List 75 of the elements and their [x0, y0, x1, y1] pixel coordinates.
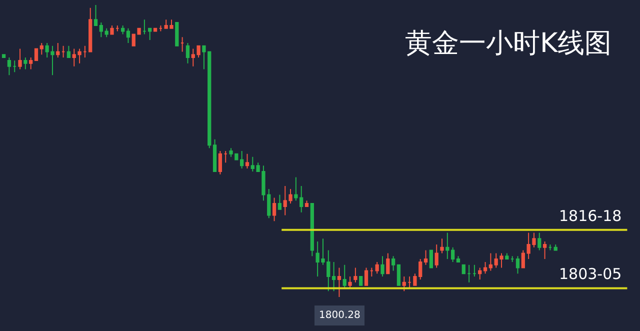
- candlestick: [332, 261, 336, 292]
- candlestick: [450, 246, 455, 262]
- candlestick: [116, 24, 120, 32]
- candlestick: [304, 200, 309, 207]
- candlestick: [126, 28, 130, 44]
- candlestick: [554, 244, 558, 251]
- candlestick: [542, 241, 547, 260]
- candlestick: [354, 267, 358, 283]
- text: 1816-18: [559, 207, 622, 225]
- candlestick: [240, 150, 244, 170]
- candlestick: [158, 24, 162, 32]
- candlestick: [364, 267, 368, 286]
- candlestick: [462, 264, 466, 274]
- candlestick: [440, 238, 444, 254]
- candlestick: [337, 267, 342, 298]
- candlestick: [175, 22, 179, 46]
- candlestick: [370, 267, 374, 278]
- candlestick: [104, 28, 108, 38]
- candlestick: [56, 42, 60, 58]
- candlestick: [429, 250, 433, 268]
- candlestick: [88, 7, 92, 52]
- candlestick: [99, 22, 103, 38]
- candlestick: [516, 256, 520, 274]
- candlestick: [66, 45, 71, 58]
- candlestick: [110, 24, 114, 35]
- candlestick: [224, 150, 228, 164]
- candlestick: [310, 203, 314, 257]
- candlestick: [34, 48, 38, 61]
- candlestick: [180, 36, 184, 52]
- candlestick: [218, 150, 222, 175]
- candlestick: [245, 153, 250, 170]
- candlestick: [40, 42, 44, 56]
- candlestick: [212, 138, 217, 172]
- candlestick: [380, 256, 384, 278]
- candlestick: [359, 276, 363, 286]
- candlestick: [120, 24, 125, 35]
- candlestick: [148, 28, 152, 41]
- candlestick: [186, 42, 190, 64]
- candlestick: [424, 250, 428, 266]
- candlestick: [29, 57, 33, 70]
- candlestick: [472, 264, 476, 278]
- candlestick: [446, 232, 450, 260]
- annotation: 1800.28: [319, 310, 360, 321]
- candlestick: [510, 256, 514, 262]
- candlestick: [538, 232, 542, 251]
- candlestick: [348, 276, 352, 289]
- text: 1803-05: [559, 265, 622, 283]
- candlestick: [483, 261, 488, 274]
- candlestick: [153, 28, 158, 32]
- candlestick: [83, 45, 87, 58]
- candlestick: [488, 252, 493, 272]
- candlestick: [478, 267, 482, 280]
- candlestick: [456, 256, 460, 262]
- candlestick: [467, 264, 471, 283]
- candlestick: [434, 244, 438, 268]
- candlestick: [505, 252, 509, 260]
- candlestick: [391, 256, 396, 272]
- candlestick: [396, 264, 401, 286]
- text: 黄金一小时K线图: [405, 28, 612, 59]
- candlestick: [142, 19, 146, 35]
- candlestick: [18, 48, 22, 70]
- candlestick: [94, 4, 98, 26]
- candlestick: [12, 60, 16, 73]
- candlestick: [24, 57, 28, 70]
- candlestick: [342, 264, 346, 289]
- candlestick: [548, 244, 552, 251]
- candlestick: [278, 194, 282, 210]
- candlestick: [375, 261, 379, 274]
- candlestick: [61, 45, 66, 58]
- candlestick: [386, 252, 390, 274]
- candlestick: [7, 57, 12, 76]
- candlestick: [402, 276, 406, 292]
- candlestick: [2, 54, 6, 58]
- candlestick: [408, 276, 412, 289]
- candlestick: [272, 197, 276, 222]
